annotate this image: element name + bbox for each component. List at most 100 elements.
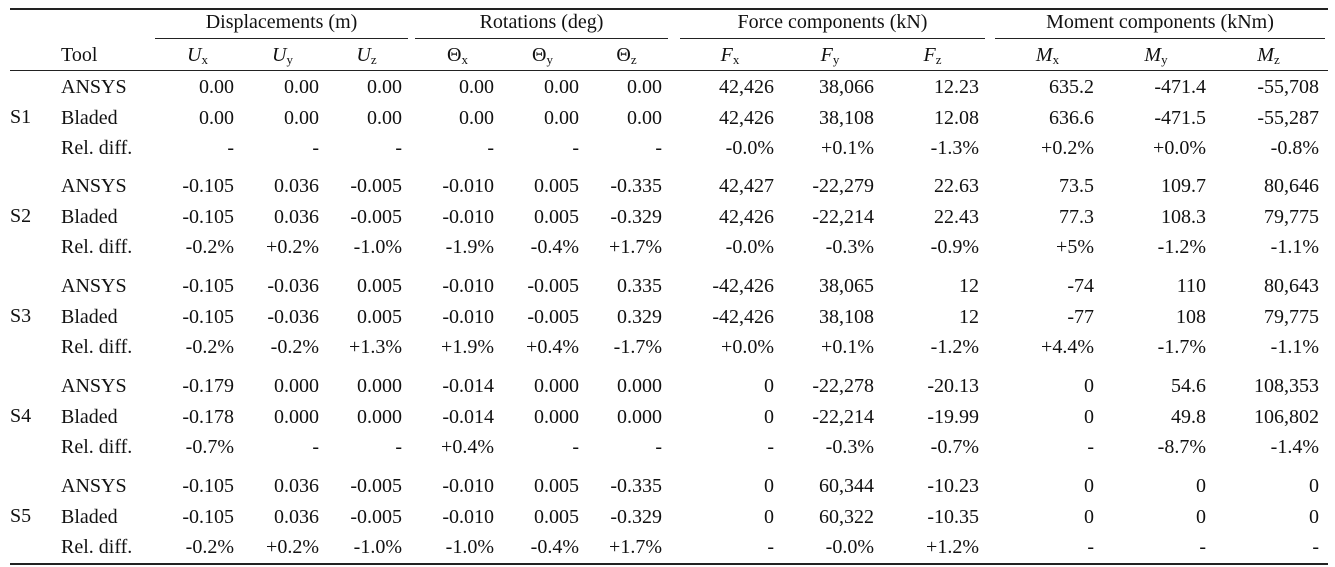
value-cell: -0.105 xyxy=(182,275,234,297)
value-cell: -0.014 xyxy=(442,405,494,428)
value-cell: -0.3% xyxy=(825,236,874,258)
value-cell: 38,108 xyxy=(819,305,874,328)
value-cell: -42,426 xyxy=(712,305,774,328)
value-cell: -0.105 xyxy=(182,305,234,328)
value-cell: 79,775 xyxy=(1264,305,1319,328)
column-symbol: F xyxy=(720,44,733,66)
value-cell: 80,646 xyxy=(1264,175,1319,197)
value-cell: -22,214 xyxy=(812,405,874,428)
value-cell: 0 xyxy=(764,505,774,528)
value-cell: +1.9% xyxy=(441,336,494,358)
value-cell: 42,426 xyxy=(719,106,774,129)
value-cell: -10.23 xyxy=(927,475,979,497)
column-symbol: U xyxy=(187,44,202,66)
value-cell: 0 xyxy=(1309,475,1319,497)
value-cell: -0.036 xyxy=(267,305,319,328)
tool-cell: ANSYS xyxy=(61,275,127,297)
tool-cell: Rel. diff. xyxy=(61,137,133,159)
value-cell: 0.00 xyxy=(284,106,319,129)
value-cell: +0.2% xyxy=(1041,137,1094,159)
value-cell: 38,065 xyxy=(819,275,874,297)
column-subscript: y xyxy=(286,52,293,67)
value-cell: 0 xyxy=(1309,505,1319,528)
value-cell: 0.335 xyxy=(617,275,662,297)
column-subscript: z xyxy=(630,52,637,67)
value-cell: 0 xyxy=(764,405,774,428)
tool-cell: ANSYS xyxy=(61,475,127,497)
value-cell: -1.1% xyxy=(1270,236,1319,258)
value-cell: 79,775 xyxy=(1264,205,1319,228)
value-cell: -1.7% xyxy=(613,336,662,358)
value-cell: -0.179 xyxy=(182,375,234,397)
value-cell: 110 xyxy=(1176,275,1206,297)
value-cell: 77.3 xyxy=(1059,205,1094,228)
value-cell: +0.2% xyxy=(266,236,319,258)
value-cell: -471.5 xyxy=(1154,106,1206,129)
value-cell: - xyxy=(1312,536,1319,558)
column-header: Θy xyxy=(500,43,585,72)
column-subscript: z xyxy=(1273,52,1280,67)
value-cell: 0 xyxy=(1084,505,1094,528)
value-cell: 0 xyxy=(1084,375,1094,397)
tool-cell: Bladed xyxy=(61,205,118,228)
group-rule xyxy=(415,38,668,39)
tool-cell: Bladed xyxy=(61,505,118,528)
value-cell: -0.105 xyxy=(182,475,234,497)
value-cell: 0.036 xyxy=(274,505,319,528)
value-cell: 38,108 xyxy=(819,106,874,129)
value-cell: -0.0% xyxy=(725,236,774,258)
case-label: S2 xyxy=(10,205,32,227)
value-cell: 109.7 xyxy=(1161,175,1206,197)
value-cell: -0.105 xyxy=(182,205,234,228)
tool-cell: ANSYS xyxy=(61,375,127,397)
value-cell: 0.00 xyxy=(199,106,234,129)
tool-cell: Rel. diff. xyxy=(61,536,133,558)
value-cell: - xyxy=(312,436,319,458)
value-cell: 60,322 xyxy=(819,505,874,528)
column-symbol: Θ xyxy=(532,44,547,66)
value-cell: -42,426 xyxy=(712,275,774,297)
column-symbol: M xyxy=(1035,44,1053,66)
value-cell: 12 xyxy=(959,275,979,297)
group-header: Displacements (m) xyxy=(205,11,358,33)
value-cell: 108.3 xyxy=(1161,205,1206,228)
value-cell: -0.2% xyxy=(185,236,234,258)
column-symbol: F xyxy=(923,44,936,66)
value-cell: 0.00 xyxy=(627,106,662,129)
value-cell: -1.1% xyxy=(1270,336,1319,358)
tool-cell: Bladed xyxy=(61,106,118,129)
value-cell: - xyxy=(655,436,662,458)
value-cell: +0.2% xyxy=(266,536,319,558)
value-cell: -1.4% xyxy=(1270,436,1319,458)
value-cell: -0.010 xyxy=(442,505,494,528)
value-cell: -77 xyxy=(1067,305,1094,328)
case-label: S4 xyxy=(10,405,32,427)
tool-cell: ANSYS xyxy=(61,76,127,98)
value-cell: 0.000 xyxy=(534,375,579,397)
value-cell: 0.005 xyxy=(534,205,579,228)
value-cell: 0 xyxy=(764,475,774,497)
value-cell: -0.7% xyxy=(930,436,979,458)
value-cell: -0.014 xyxy=(442,375,494,397)
value-cell: -0.0% xyxy=(825,536,874,558)
column-subscript: z xyxy=(370,52,377,67)
value-cell: -10.35 xyxy=(927,505,979,528)
value-cell: -0.4% xyxy=(530,536,579,558)
column-subscript: y xyxy=(832,52,840,67)
value-cell: - xyxy=(395,436,402,458)
value-cell: -0.9% xyxy=(930,236,979,258)
value-cell: 60,344 xyxy=(819,475,874,497)
value-cell: 38,066 xyxy=(819,76,874,98)
value-cell: -0.329 xyxy=(610,505,662,528)
value-cell: -0.010 xyxy=(442,305,494,328)
value-cell: -0.005 xyxy=(350,475,402,497)
value-cell: 108,353 xyxy=(1254,375,1319,397)
value-cell: 0.000 xyxy=(274,375,319,397)
value-cell: - xyxy=(1199,536,1206,558)
value-cell: 0.000 xyxy=(617,405,662,428)
value-cell: -0.7% xyxy=(185,436,234,458)
value-cell: 0.00 xyxy=(199,76,234,98)
value-cell: -0.329 xyxy=(610,205,662,228)
value-cell: - xyxy=(767,436,774,458)
